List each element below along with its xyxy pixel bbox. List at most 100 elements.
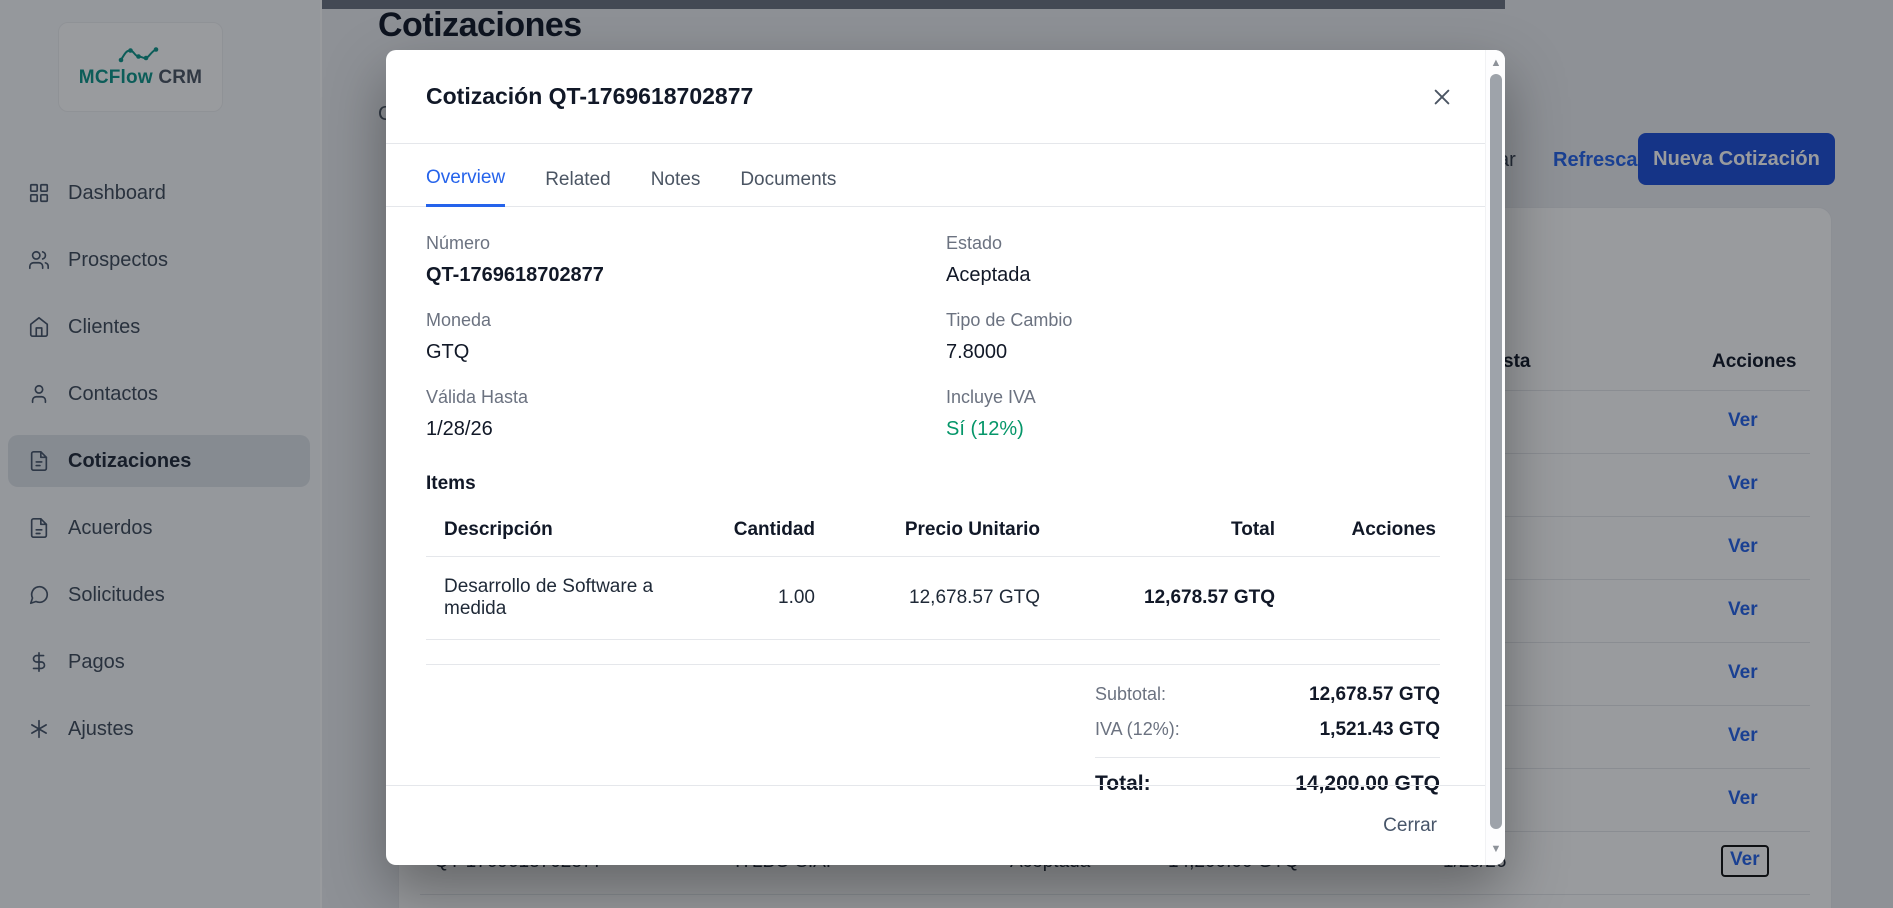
close-button[interactable] xyxy=(1427,82,1457,112)
refresh-link[interactable]: Refrescar xyxy=(1553,149,1646,171)
field-tipo-cambio: Tipo de Cambio 7.8000 xyxy=(946,310,1440,364)
document-icon xyxy=(30,518,48,538)
ver-link[interactable]: Ver xyxy=(1728,662,1758,683)
total-row: Total: 14,200.00 GTQ xyxy=(1095,772,1440,796)
home-icon xyxy=(29,317,49,337)
items-section-title: Items xyxy=(426,473,476,494)
item-row: Desarrollo de Software a medida 1.00 12,… xyxy=(426,557,1440,640)
field-label: Tipo de Cambio xyxy=(946,310,1073,330)
ver-link[interactable]: Ver xyxy=(1728,410,1758,431)
modal-tabs: Overview Related Notes Documents xyxy=(386,144,1485,207)
chat-bubble-icon xyxy=(29,585,49,605)
users-icon xyxy=(29,250,49,270)
items-table-header: Descripción Cantidad Precio Unitario Tot… xyxy=(426,519,1440,557)
document-icon xyxy=(30,451,48,471)
brand-name-secondary: CRM xyxy=(158,67,203,88)
modal-footer: Cerrar xyxy=(386,785,1485,865)
field-estado: Estado Aceptada xyxy=(946,233,1440,287)
subtotal-row: Subtotal: 12,678.57 GTQ xyxy=(1095,684,1440,706)
modal-scrollbar[interactable]: ▲ ▼ xyxy=(1485,50,1505,865)
modal-title: Cotización QT-1769618702877 xyxy=(426,83,754,109)
ver-link[interactable]: Ver xyxy=(1728,599,1758,620)
sidebar: MCFlow CRM Dashboard Prospectos Clientes… xyxy=(0,0,322,908)
quote-detail-modal: Cotización QT-1769618702877 Overview Rel… xyxy=(386,50,1505,865)
sidebar-nav: Dashboard Prospectos Clientes Contactos … xyxy=(0,167,322,770)
field-label: Número xyxy=(426,233,491,253)
iva-row: IVA (12%): 1,521.43 GTQ xyxy=(1095,719,1440,741)
sidebar-item-pagos[interactable]: Pagos xyxy=(8,636,310,688)
col-descripcion: Descripción xyxy=(444,519,553,540)
totals-divider xyxy=(1095,757,1440,758)
settings-asterisk-icon xyxy=(31,719,47,739)
scrollbar-thumb[interactable] xyxy=(1490,74,1502,829)
cerrar-button[interactable]: Cerrar xyxy=(1383,814,1437,836)
scroll-up-icon[interactable]: ▲ xyxy=(1490,57,1502,69)
total-value: 14,200.00 GTQ xyxy=(1295,772,1440,795)
top-strip xyxy=(0,0,1505,9)
sidebar-item-acuerdos[interactable]: Acuerdos xyxy=(8,502,310,554)
dollar-icon xyxy=(32,652,46,672)
sidebar-item-label: Clientes xyxy=(68,315,141,338)
field-moneda: Moneda GTQ xyxy=(426,310,946,364)
item-total: 12,678.57 GTQ xyxy=(1144,587,1275,608)
sidebar-item-label: Acuerdos xyxy=(68,516,153,539)
field-value: GTQ xyxy=(426,341,470,363)
tab-documents[interactable]: Documents xyxy=(740,169,837,190)
col-acciones: Acciones xyxy=(1351,519,1436,540)
item-descripcion: Desarrollo de Software a medida xyxy=(444,576,654,619)
iva-label: IVA (12%): xyxy=(1095,719,1180,739)
sidebar-item-label: Cotizaciones xyxy=(68,449,192,472)
new-quote-button[interactable]: Nueva Cotización xyxy=(1638,133,1835,185)
item-cantidad: 1.00 xyxy=(778,587,815,608)
field-grid: Número QT-1769618702877 Estado Aceptada … xyxy=(426,233,1440,441)
tab-overview[interactable]: Overview xyxy=(426,167,506,207)
field-valida-hasta: Válida Hasta 1/28/26 xyxy=(426,387,946,441)
page-title: Cotizaciones xyxy=(378,6,582,44)
sidebar-item-label: Prospectos xyxy=(68,248,169,271)
field-label: Válida Hasta xyxy=(426,387,529,407)
field-value: QT-1769618702877 xyxy=(426,264,604,286)
sidebar-item-label: Solicitudes xyxy=(68,583,165,606)
item-precio-unitario: 12,678.57 GTQ xyxy=(909,587,1040,608)
ver-link[interactable]: Ver xyxy=(1728,536,1758,557)
col-precio-unitario: Precio Unitario xyxy=(904,519,1040,540)
brand-name: MCFlow CRM xyxy=(79,67,202,89)
tab-notes[interactable]: Notes xyxy=(650,169,701,190)
sidebar-item-dashboard[interactable]: Dashboard xyxy=(8,167,310,219)
grid-icon xyxy=(29,183,49,203)
field-incluye-iva: Incluye IVA Sí (12%) xyxy=(946,387,1440,441)
col-total: Total xyxy=(1231,519,1275,540)
subtotal-value: 12,678.57 GTQ xyxy=(1309,684,1440,705)
sidebar-item-label: Ajustes xyxy=(68,717,134,740)
close-icon xyxy=(1434,89,1450,104)
sidebar-item-label: Dashboard xyxy=(68,181,166,204)
ver-link[interactable]: Ver xyxy=(1728,725,1758,746)
brand-logo: MCFlow CRM xyxy=(58,22,223,112)
sparkline-logo-icon xyxy=(118,47,158,63)
field-value-iva: Sí (12%) xyxy=(946,418,1024,440)
ver-link-focused[interactable]: Ver xyxy=(1721,845,1769,877)
field-value: 1/28/26 xyxy=(426,418,493,440)
sidebar-item-clientes[interactable]: Clientes xyxy=(8,301,310,353)
user-icon xyxy=(31,384,47,404)
modal-header: Cotización QT-1769618702877 xyxy=(386,50,1485,144)
brand-name-primary: MCFlow xyxy=(78,67,153,88)
ver-link[interactable]: Ver xyxy=(1728,788,1758,809)
tab-related[interactable]: Related xyxy=(545,169,611,190)
sidebar-item-solicitudes[interactable]: Solicitudes xyxy=(8,569,310,621)
sidebar-item-label: Contactos xyxy=(68,382,159,405)
field-label: Estado xyxy=(946,233,1003,253)
total-label: Total: xyxy=(1095,772,1151,795)
sidebar-item-label: Pagos xyxy=(68,650,125,673)
sidebar-item-contactos[interactable]: Contactos xyxy=(8,368,310,420)
ver-link[interactable]: Ver xyxy=(1728,473,1758,494)
sidebar-item-prospectos[interactable]: Prospectos xyxy=(8,234,310,286)
column-header-valida-hasta-fragment: sta xyxy=(1503,351,1531,372)
subtotal-label: Subtotal: xyxy=(1095,684,1167,704)
field-value: 7.8000 xyxy=(946,341,1008,363)
sidebar-item-cotizaciones[interactable]: Cotizaciones xyxy=(8,435,310,487)
items-table: Descripción Cantidad Precio Unitario Tot… xyxy=(426,519,1440,640)
scroll-down-icon[interactable]: ▼ xyxy=(1490,843,1502,855)
sidebar-item-ajustes[interactable]: Ajustes xyxy=(8,703,310,755)
